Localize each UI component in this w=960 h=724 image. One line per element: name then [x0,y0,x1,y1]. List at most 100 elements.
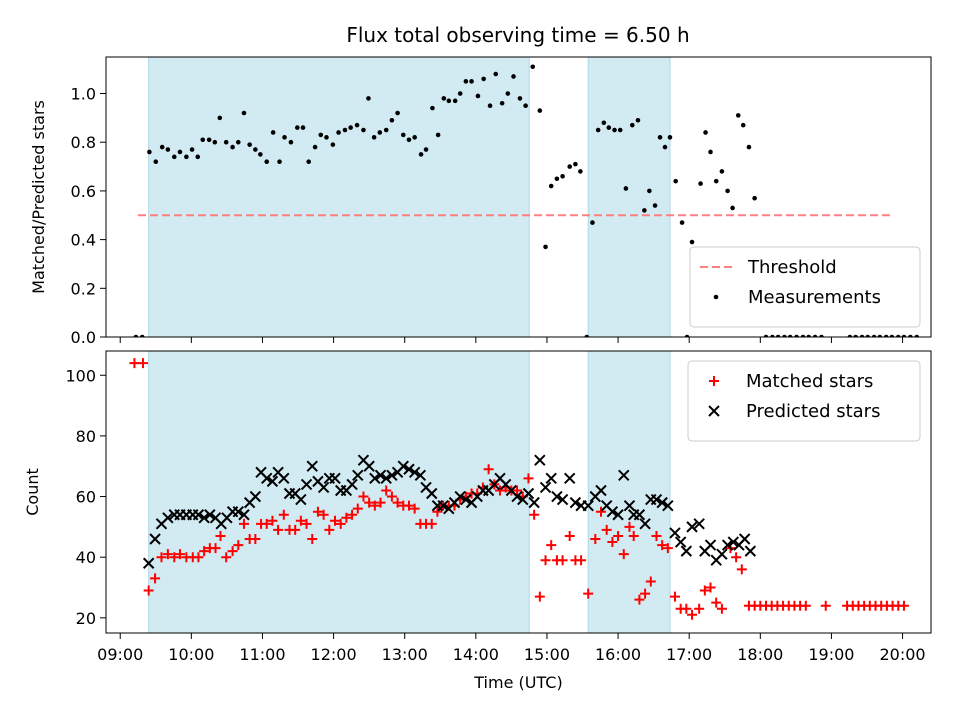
predicted-star-point [232,506,244,518]
matched-star-point [681,603,692,614]
matched-star-point [261,518,272,529]
legend: Matched stars Predicted stars [687,360,921,442]
legend-label: Predicted stars [746,401,880,422]
predicted-star-point [656,496,668,509]
predicted-star-point [408,466,421,478]
measurement-point [901,334,907,337]
matched-star-point [233,540,244,551]
legend: Threshold Measurements [689,246,921,328]
measurement-point [537,108,543,113]
measurement-point [481,76,486,82]
matched-star-point [483,464,494,475]
predicted-star-point [317,481,330,494]
predicted-star-point [674,536,687,548]
matched-star-point [576,555,587,566]
matched-star-point [312,506,323,517]
predicted-star-point [563,472,576,485]
x-tick-label: 13:00 [382,645,428,664]
x-axis-label: Time (UTC) [473,673,562,692]
measurement-point [139,334,145,337]
measurement-point [511,74,516,79]
x-tick-label: 17:00 [666,645,712,664]
matched-star-point [278,509,289,520]
measurement-point [412,135,417,140]
plot-area [129,351,909,633]
matched-star-point [193,552,204,563]
measurement-point [336,130,341,135]
y-tick-label: 0.6 [71,182,96,201]
measurement-point [770,334,775,337]
matched-star-point [523,473,534,484]
y-tick-label: 80 [76,427,96,446]
predicted-star-point [363,460,375,472]
matched-star-point [375,497,386,508]
measurement-point [647,188,652,194]
measurement-point [883,334,889,337]
measurement-point [617,127,623,133]
matched-star-point [699,585,710,596]
matched-star-point [694,603,705,614]
matched-star-point [290,524,301,535]
matched-star-point [358,491,369,502]
measurement-point [200,137,206,143]
matched-star-point [512,485,523,496]
measurement-point [435,132,441,138]
measurement-point [342,127,348,133]
matched-star-point [364,497,375,508]
measurement-point [361,127,366,133]
matched-star-point [352,503,363,514]
matched-star-point [227,546,238,557]
predicted-star-point [369,472,381,485]
matched-star-point [731,552,742,563]
x-tick-label: 20:00 [879,645,925,664]
measurement-point [908,334,913,337]
matched-star-point [651,530,662,541]
predicted-star-point [534,454,546,466]
measurement-point [159,144,165,150]
measurement-point [740,122,746,128]
measurement-point [212,139,218,145]
measurement-point [177,149,183,155]
measurement-point [330,142,336,147]
x-tick-label: 19:00 [808,645,854,664]
legend-box [687,360,921,442]
measurement-point [703,130,708,135]
matched-star-point [529,509,540,520]
predicted-star-point [414,469,427,482]
matched-star-point [324,524,335,535]
predicted-star-point [539,481,552,494]
measurement-point [366,96,371,101]
matched-star-point [711,597,722,608]
measurement-point [782,334,787,337]
measurement-point [719,169,725,174]
measurement-point [775,334,781,337]
predicted-star-point [618,469,630,482]
predicted-star-point [192,509,205,521]
matched-star-point [540,555,551,566]
matched-star-point [426,518,437,529]
measurement-point [475,93,481,99]
legend-label: Threshold [747,257,837,278]
matched-star-point [705,582,716,593]
matched-star-point [432,506,443,517]
x-tick-label: 11:00 [239,645,285,664]
observing-window-band [587,57,671,337]
measurement-point [282,135,287,140]
measurement-point [517,96,523,101]
measurement-point [548,183,554,189]
matched-star-point [210,543,221,554]
matched-star-point [129,358,140,369]
matched-star-point [369,500,380,511]
measurement-point [652,203,658,208]
measurement-point [241,110,247,116]
matched-star-point [409,503,420,514]
measurement-point [418,152,424,157]
measurement-point [264,159,270,164]
predicted-star-point [669,527,681,539]
matched-star-point [137,358,148,369]
measurement-point [165,147,171,152]
measurement-point [590,220,595,225]
measurement-point [493,71,499,77]
measurement-point [642,208,647,213]
legend-label: Measurements [748,287,881,308]
